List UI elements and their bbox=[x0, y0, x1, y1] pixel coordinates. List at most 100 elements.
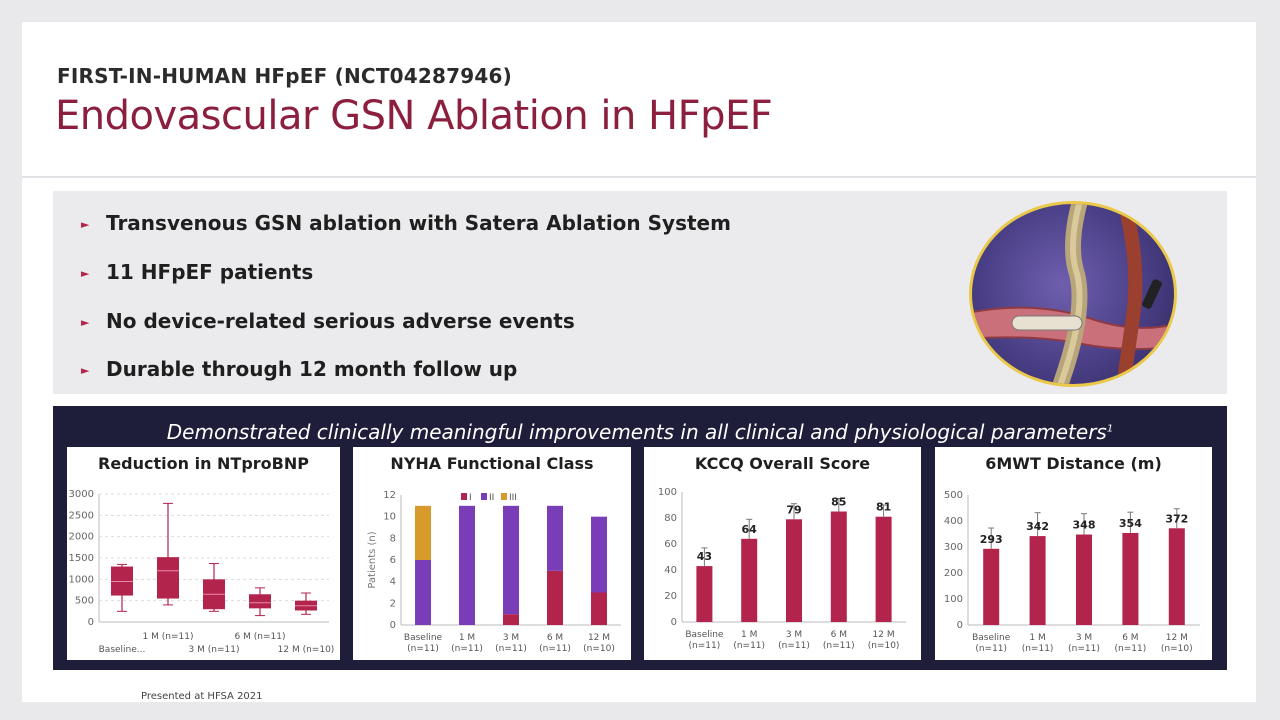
y-tick-label: 100 bbox=[658, 487, 677, 498]
x-tick-label: (n=11) bbox=[1115, 644, 1147, 654]
stacked-bar-segment bbox=[591, 516, 607, 593]
chart-title: 6MWT Distance (m) bbox=[985, 454, 1162, 473]
y-tick-label: 6 bbox=[390, 555, 396, 566]
results-panel: Demonstrated clinically meaningful impro… bbox=[53, 406, 1227, 670]
legend-swatch bbox=[481, 493, 487, 500]
x-tick-label: (n=10) bbox=[868, 641, 900, 651]
chart-card-nyha: NYHA Functional Class 0 2 4 6 8 10 12 Patients … bbox=[353, 447, 631, 660]
stacked-bar-segment bbox=[415, 505, 431, 560]
y-tick-label: 400 bbox=[944, 516, 963, 527]
y-tick-label: 80 bbox=[664, 513, 677, 524]
x-tick-label: (n=11) bbox=[778, 641, 810, 651]
legend-label: II bbox=[489, 493, 494, 503]
x-tick-label: 6 M (n=11) bbox=[235, 632, 286, 642]
x-tick-label: (n=11) bbox=[539, 644, 571, 654]
bullet-arrow-icon: ► bbox=[81, 316, 90, 329]
bullet-arrow-icon: ► bbox=[81, 364, 90, 377]
x-tick-label: Baseline bbox=[685, 630, 724, 640]
x-tick-label: 1 M bbox=[741, 630, 757, 640]
data-label: 348 bbox=[1073, 519, 1096, 532]
ablation-device-image bbox=[969, 201, 1177, 387]
bar bbox=[1122, 532, 1139, 625]
data-label: 372 bbox=[1165, 512, 1188, 525]
x-tick-label: (n=11) bbox=[1068, 644, 1100, 654]
y-tick-label: 0 bbox=[957, 620, 963, 631]
x-tick-label: (n=11) bbox=[823, 641, 855, 651]
bar bbox=[875, 516, 892, 622]
y-tick-label: 2000 bbox=[69, 532, 94, 543]
y-tick-label: 8 bbox=[390, 533, 396, 544]
y-tick-label: 10 bbox=[383, 512, 396, 523]
x-tick-label: (n=11) bbox=[1022, 644, 1054, 654]
panel-title-footnote: 1 bbox=[1106, 423, 1114, 435]
legend-swatch bbox=[461, 493, 467, 500]
y-axis-title: Patients (n) bbox=[367, 531, 378, 588]
y-tick-label: 500 bbox=[75, 596, 94, 607]
legend-swatch bbox=[501, 493, 507, 500]
x-tick-label: 6 M bbox=[1122, 633, 1138, 643]
legend-label: III bbox=[509, 493, 517, 503]
y-tick-label: 500 bbox=[944, 490, 963, 501]
bar bbox=[696, 566, 713, 622]
x-tick-label: (n=11) bbox=[733, 641, 765, 651]
x-tick-label: 1 M bbox=[1029, 633, 1045, 643]
y-tick-label: 4 bbox=[390, 577, 396, 588]
stacked-bar-segment bbox=[547, 505, 563, 571]
x-tick-label: Baseline... bbox=[99, 645, 146, 655]
bar bbox=[830, 511, 847, 622]
title-divider bbox=[22, 176, 1256, 178]
x-tick-label: (n=10) bbox=[583, 644, 615, 654]
panel-title: Demonstrated clinically meaningful impro… bbox=[53, 420, 1227, 444]
data-label: 354 bbox=[1119, 517, 1142, 530]
y-tick-label: 12 bbox=[383, 490, 396, 501]
y-tick-label: 2 bbox=[390, 598, 396, 609]
data-label: 293 bbox=[980, 533, 1003, 546]
bar bbox=[741, 538, 758, 622]
y-tick-label: 3000 bbox=[69, 489, 94, 500]
x-tick-label: 3 M bbox=[786, 630, 802, 640]
x-tick-label: 12 M bbox=[588, 633, 610, 643]
x-tick-label: 12 M bbox=[873, 630, 895, 640]
legend-label: I bbox=[469, 493, 472, 503]
y-tick-label: 200 bbox=[944, 568, 963, 579]
bullet-text: Durable through 12 month follow up bbox=[106, 357, 518, 381]
x-tick-label: Baseline bbox=[972, 633, 1011, 643]
stacked-bar-segment bbox=[503, 614, 519, 625]
data-label: 342 bbox=[1026, 520, 1049, 533]
x-tick-label: 3 M bbox=[1076, 633, 1092, 643]
panel-title-text: Demonstrated clinically meaningful impro… bbox=[166, 420, 1107, 444]
bar bbox=[1029, 536, 1046, 625]
stacked-bar-segment bbox=[591, 592, 607, 625]
y-tick-label: 0 bbox=[671, 617, 677, 628]
stacked-bar-segment bbox=[415, 560, 431, 625]
stacked-bar-segment bbox=[503, 505, 519, 615]
stacked-bar-segment bbox=[459, 505, 475, 625]
y-tick-label: 20 bbox=[664, 591, 677, 602]
x-tick-label: Baseline bbox=[404, 633, 443, 643]
chart-card-ntprobnp: Reduction in NTproBNP 0 500 1000 1500 2000 25… bbox=[67, 447, 340, 660]
data-label: 81 bbox=[876, 501, 891, 514]
box-rect bbox=[157, 557, 179, 599]
stacked-bar-segment bbox=[547, 570, 563, 625]
x-tick-label: 6 M bbox=[547, 633, 563, 643]
y-tick-label: 1500 bbox=[69, 553, 94, 564]
data-label: 79 bbox=[786, 503, 801, 516]
chart-card-kccq: KCCQ Overall Score 0 20 40 60 80 100 43 Baselin… bbox=[644, 447, 921, 660]
x-tick-label: 1 M bbox=[459, 633, 475, 643]
y-tick-label: 60 bbox=[664, 539, 677, 550]
bullet-text: No device-related serious adverse events bbox=[106, 309, 575, 333]
ntprobnp-box-chart: 0 500 1000 1500 2000 2500 3000 Baseline... 1 M (… bbox=[69, 489, 335, 655]
slide-title: Endovascular GSN Ablation in HFpEF bbox=[55, 93, 773, 139]
x-tick-label: 3 M bbox=[503, 633, 519, 643]
chart-title: NYHA Functional Class bbox=[390, 454, 594, 473]
x-tick-label: (n=11) bbox=[975, 644, 1007, 654]
y-tick-label: 100 bbox=[944, 594, 963, 605]
bullet-arrow-icon: ► bbox=[81, 218, 90, 231]
bar bbox=[983, 548, 1000, 625]
x-tick-label: 12 M (n=10) bbox=[278, 645, 335, 655]
chart-card-6mwt: 6MWT Distance (m) 0 100 200 300 400 500 293 Bas… bbox=[935, 447, 1212, 660]
bullet-text: Transvenous GSN ablation with Satera Abl… bbox=[106, 211, 731, 235]
y-tick-label: 0 bbox=[390, 620, 396, 631]
